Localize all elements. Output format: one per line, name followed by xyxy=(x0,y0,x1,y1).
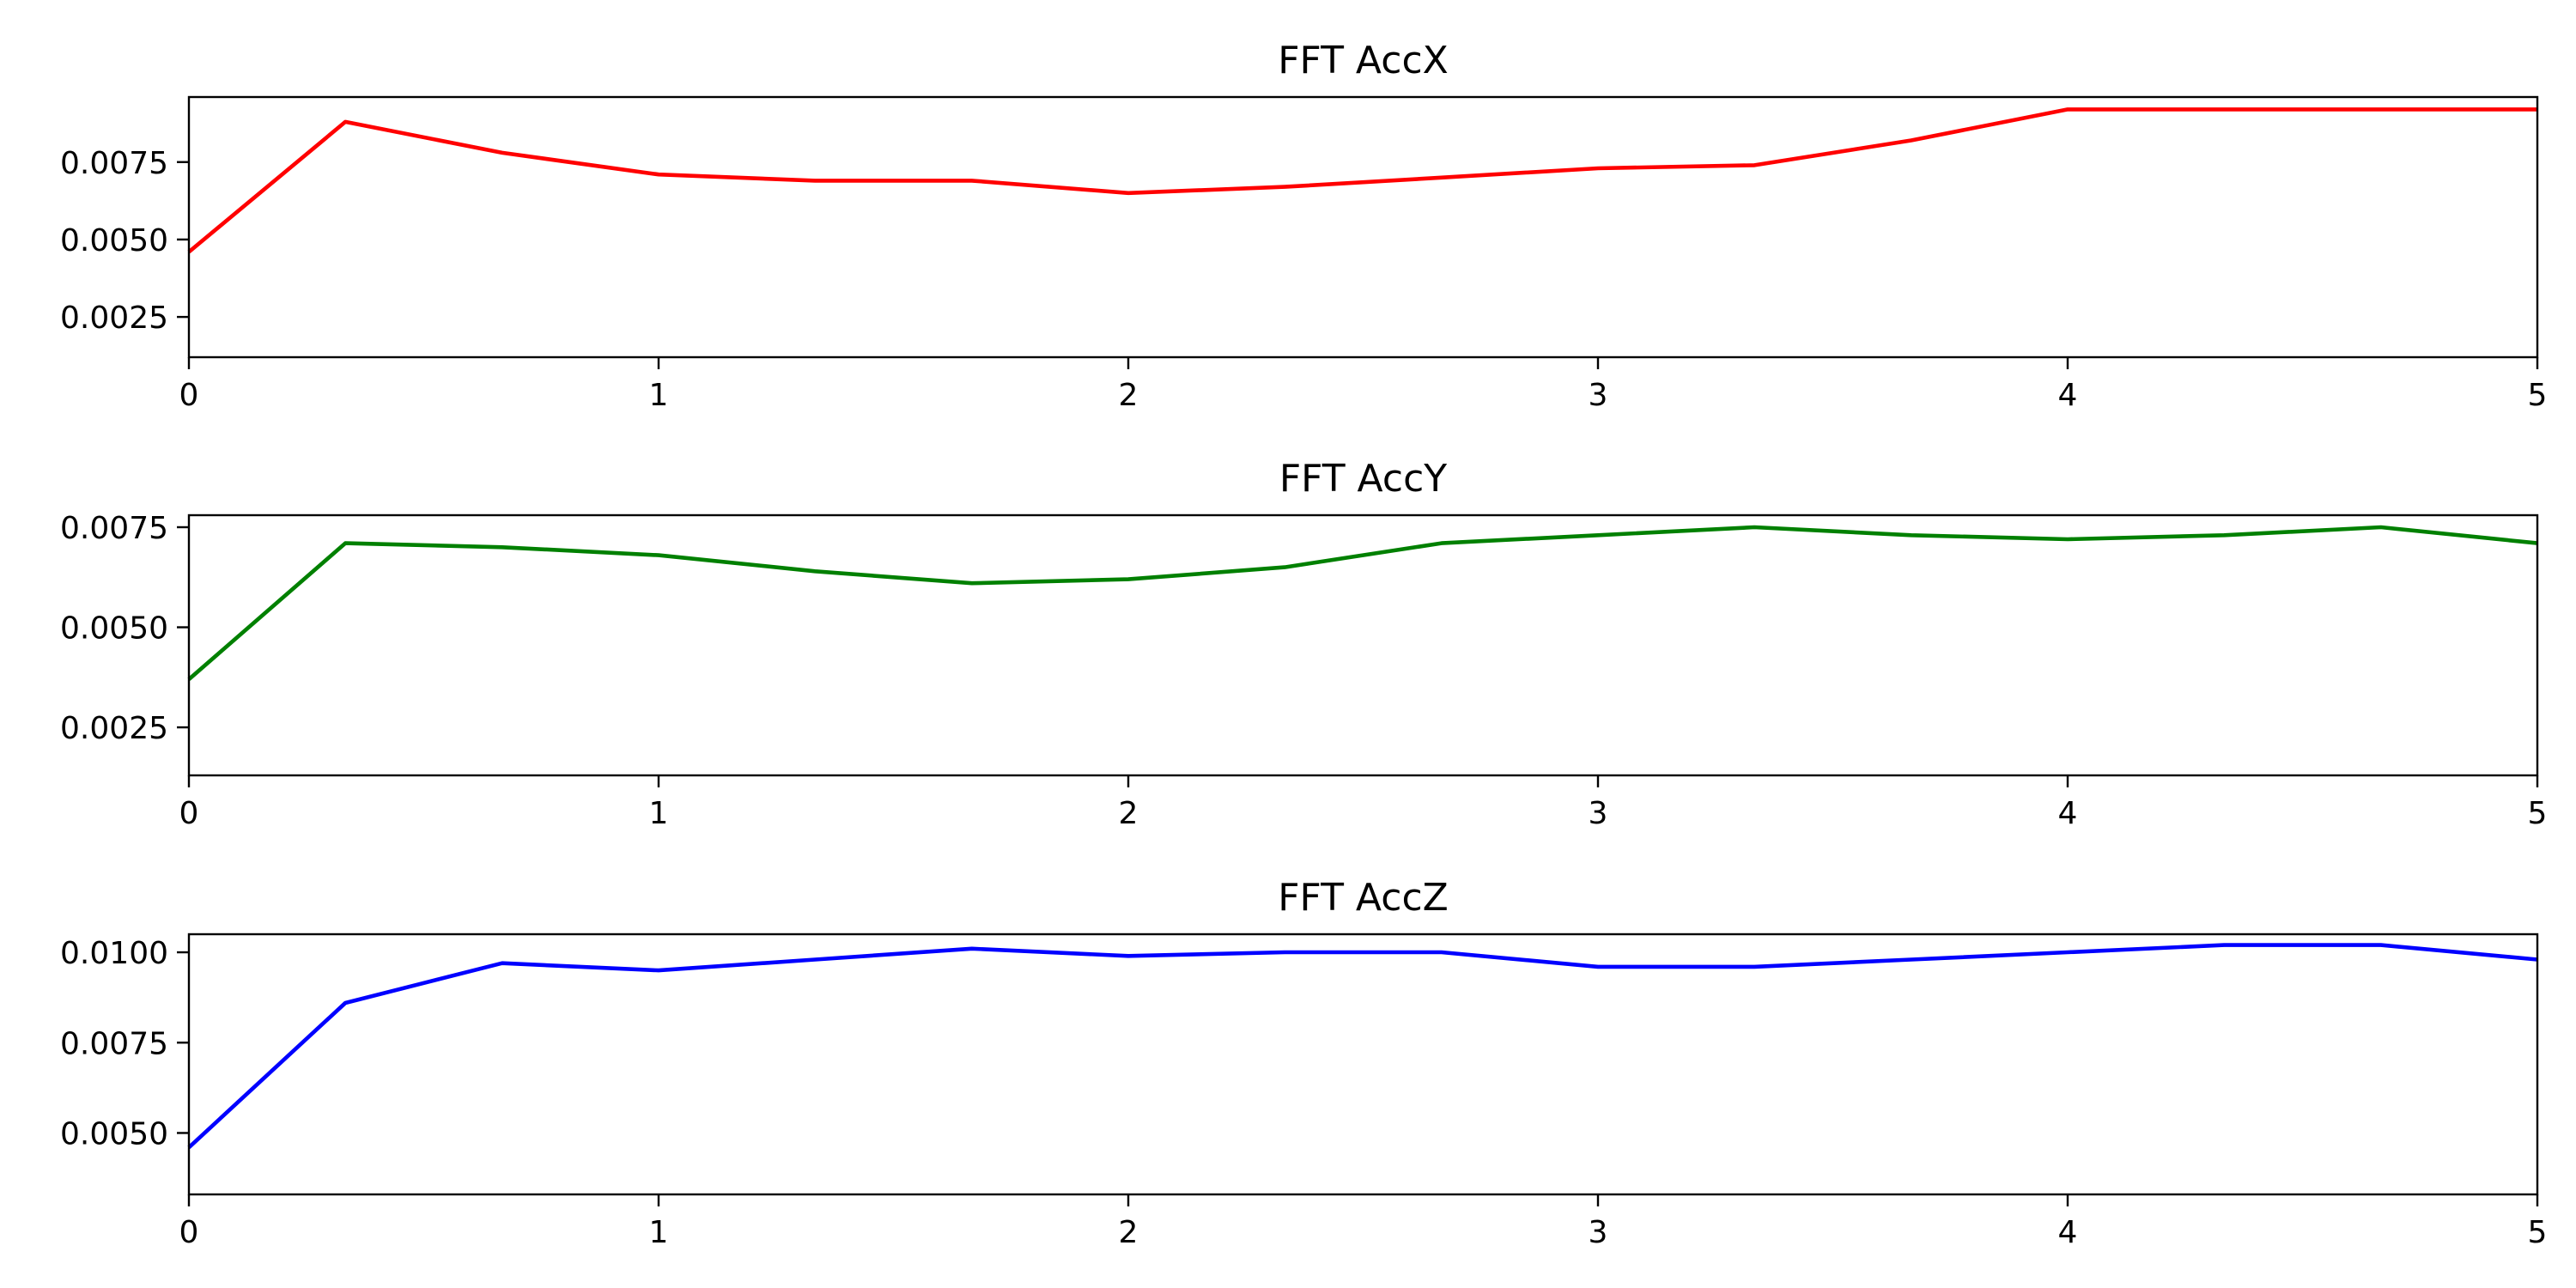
x-tick-label: 2 xyxy=(1119,796,1139,831)
x-tick-label: 2 xyxy=(1119,378,1139,413)
subplot-accz: FFT AccZ 0 1 2 3 4 5 0.0050 0.0075 0.0100 xyxy=(60,876,2547,1250)
series-line xyxy=(187,107,2537,254)
x-tick-label: 4 xyxy=(2058,796,2078,831)
x-tick-label: 5 xyxy=(2528,378,2548,413)
axes-frame xyxy=(187,95,2539,359)
x-tick-label: 3 xyxy=(1589,378,1608,413)
y-tick-label: 0.0050 xyxy=(60,611,168,647)
axes-frame xyxy=(187,933,2539,1196)
y-tick-label: 0.0050 xyxy=(60,1116,168,1151)
x-tick-label: 5 xyxy=(2528,1215,2548,1250)
axes-frame xyxy=(187,513,2539,777)
x-tick-label: 3 xyxy=(1589,796,1608,831)
y-tick-label: 0.0075 xyxy=(60,1026,168,1061)
x-tick-label: 0 xyxy=(179,1215,199,1250)
y-tick-label: 0.0025 xyxy=(60,301,168,336)
x-tick-label: 4 xyxy=(2058,1215,2078,1250)
y-tick-label: 0.0075 xyxy=(60,146,168,181)
x-tick-label: 3 xyxy=(1589,1215,1608,1250)
x-tick-label: 1 xyxy=(649,796,669,831)
x-tick-label: 0 xyxy=(179,378,199,413)
x-tick-label: 5 xyxy=(2528,796,2548,831)
x-tick-label: 0 xyxy=(179,796,199,831)
x-tick-label: 1 xyxy=(649,378,669,413)
subplot-title: FFT AccY xyxy=(1279,457,1447,501)
subplot-accy: FFT AccY 0 1 2 3 4 5 0.0025 0.0050 0.0075 xyxy=(60,457,2547,831)
series-line xyxy=(187,943,2538,1149)
subplot-accx: FFT AccX 0 1 2 3 4 5 0.0025 0.0050 0.0075 xyxy=(60,39,2547,413)
series-line xyxy=(187,525,2538,681)
y-tick-label: 0.0025 xyxy=(60,711,168,746)
x-tick-label: 1 xyxy=(649,1215,669,1250)
x-tick-label: 2 xyxy=(1119,1215,1139,1250)
y-tick-label: 0.0050 xyxy=(60,223,168,258)
subplot-title: FFT AccZ xyxy=(1278,876,1449,920)
subplot-title: FFT AccX xyxy=(1278,39,1449,82)
y-tick-label: 0.0100 xyxy=(60,936,168,971)
x-tick-label: 4 xyxy=(2058,378,2078,413)
y-tick-label: 0.0075 xyxy=(60,511,168,546)
